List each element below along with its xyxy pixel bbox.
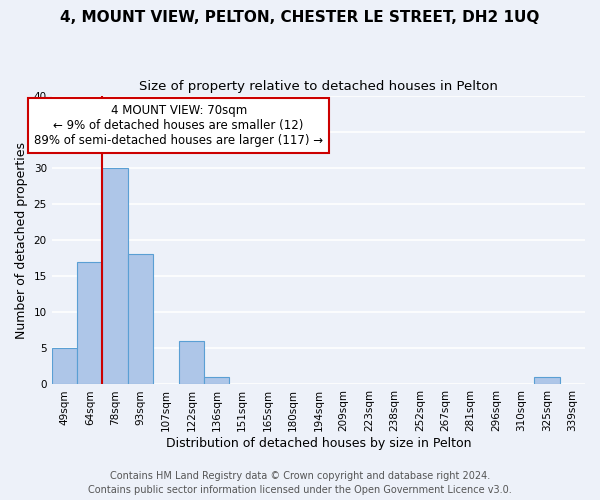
- Bar: [77, 262, 103, 384]
- Text: 4, MOUNT VIEW, PELTON, CHESTER LE STREET, DH2 1UQ: 4, MOUNT VIEW, PELTON, CHESTER LE STREET…: [61, 10, 539, 25]
- Bar: [128, 254, 153, 384]
- Bar: [179, 341, 204, 384]
- Text: Contains HM Land Registry data © Crown copyright and database right 2024.
Contai: Contains HM Land Registry data © Crown c…: [88, 471, 512, 495]
- Title: Size of property relative to detached houses in Pelton: Size of property relative to detached ho…: [139, 80, 498, 93]
- Bar: [103, 168, 128, 384]
- Text: 4 MOUNT VIEW: 70sqm
← 9% of detached houses are smaller (12)
89% of semi-detache: 4 MOUNT VIEW: 70sqm ← 9% of detached hou…: [34, 104, 323, 147]
- Bar: [52, 348, 77, 384]
- X-axis label: Distribution of detached houses by size in Pelton: Distribution of detached houses by size …: [166, 437, 471, 450]
- Bar: [204, 377, 229, 384]
- Y-axis label: Number of detached properties: Number of detached properties: [15, 142, 28, 338]
- Bar: [534, 377, 560, 384]
